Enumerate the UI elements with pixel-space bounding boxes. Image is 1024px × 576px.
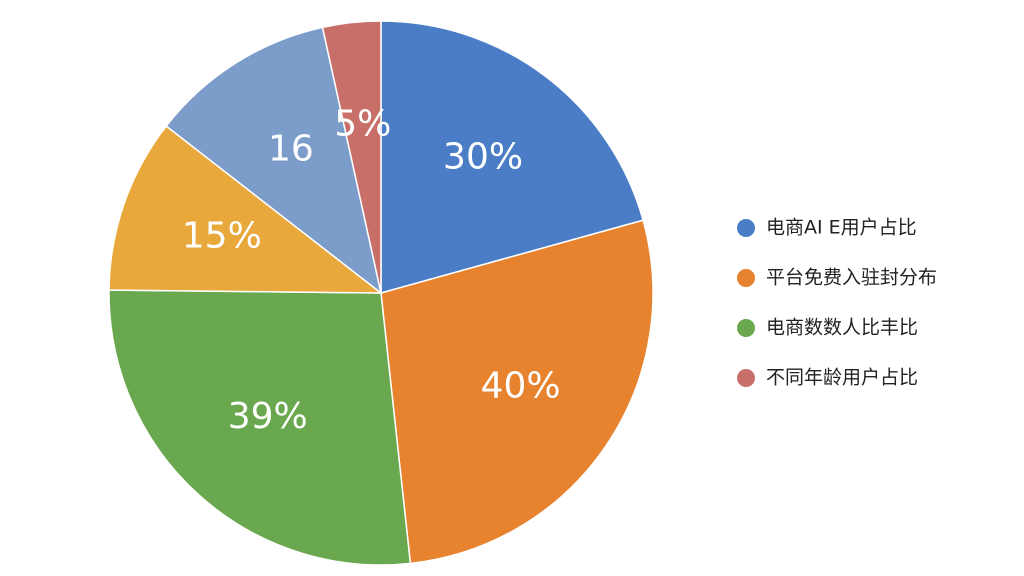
legend-marker [737, 369, 755, 387]
pie-slice [165, 26, 383, 295]
legend-marker [737, 319, 755, 337]
slice-label: 15% [182, 215, 262, 256]
legend-marker [737, 219, 755, 237]
legend-label: 不同年龄用户占比 [766, 367, 918, 389]
pie-slice [108, 289, 412, 566]
pie-slice [321, 20, 382, 294]
slice-label: 39% [228, 396, 308, 437]
legend-label: 平台免费入驻封分布 [766, 267, 937, 289]
slice-label: 30% [443, 137, 523, 178]
legend-label: 电商数数人比丰比 [766, 317, 918, 339]
slice-label: 40% [481, 366, 561, 407]
legend-marker [737, 269, 755, 287]
legend-label: 电商AI E用户占比 [766, 217, 917, 239]
pie-slice [108, 125, 384, 294]
pie-slice [380, 219, 654, 565]
pie-slice [380, 20, 645, 294]
slice-label: 5% [334, 103, 391, 144]
slice-label: 16 [268, 128, 314, 169]
